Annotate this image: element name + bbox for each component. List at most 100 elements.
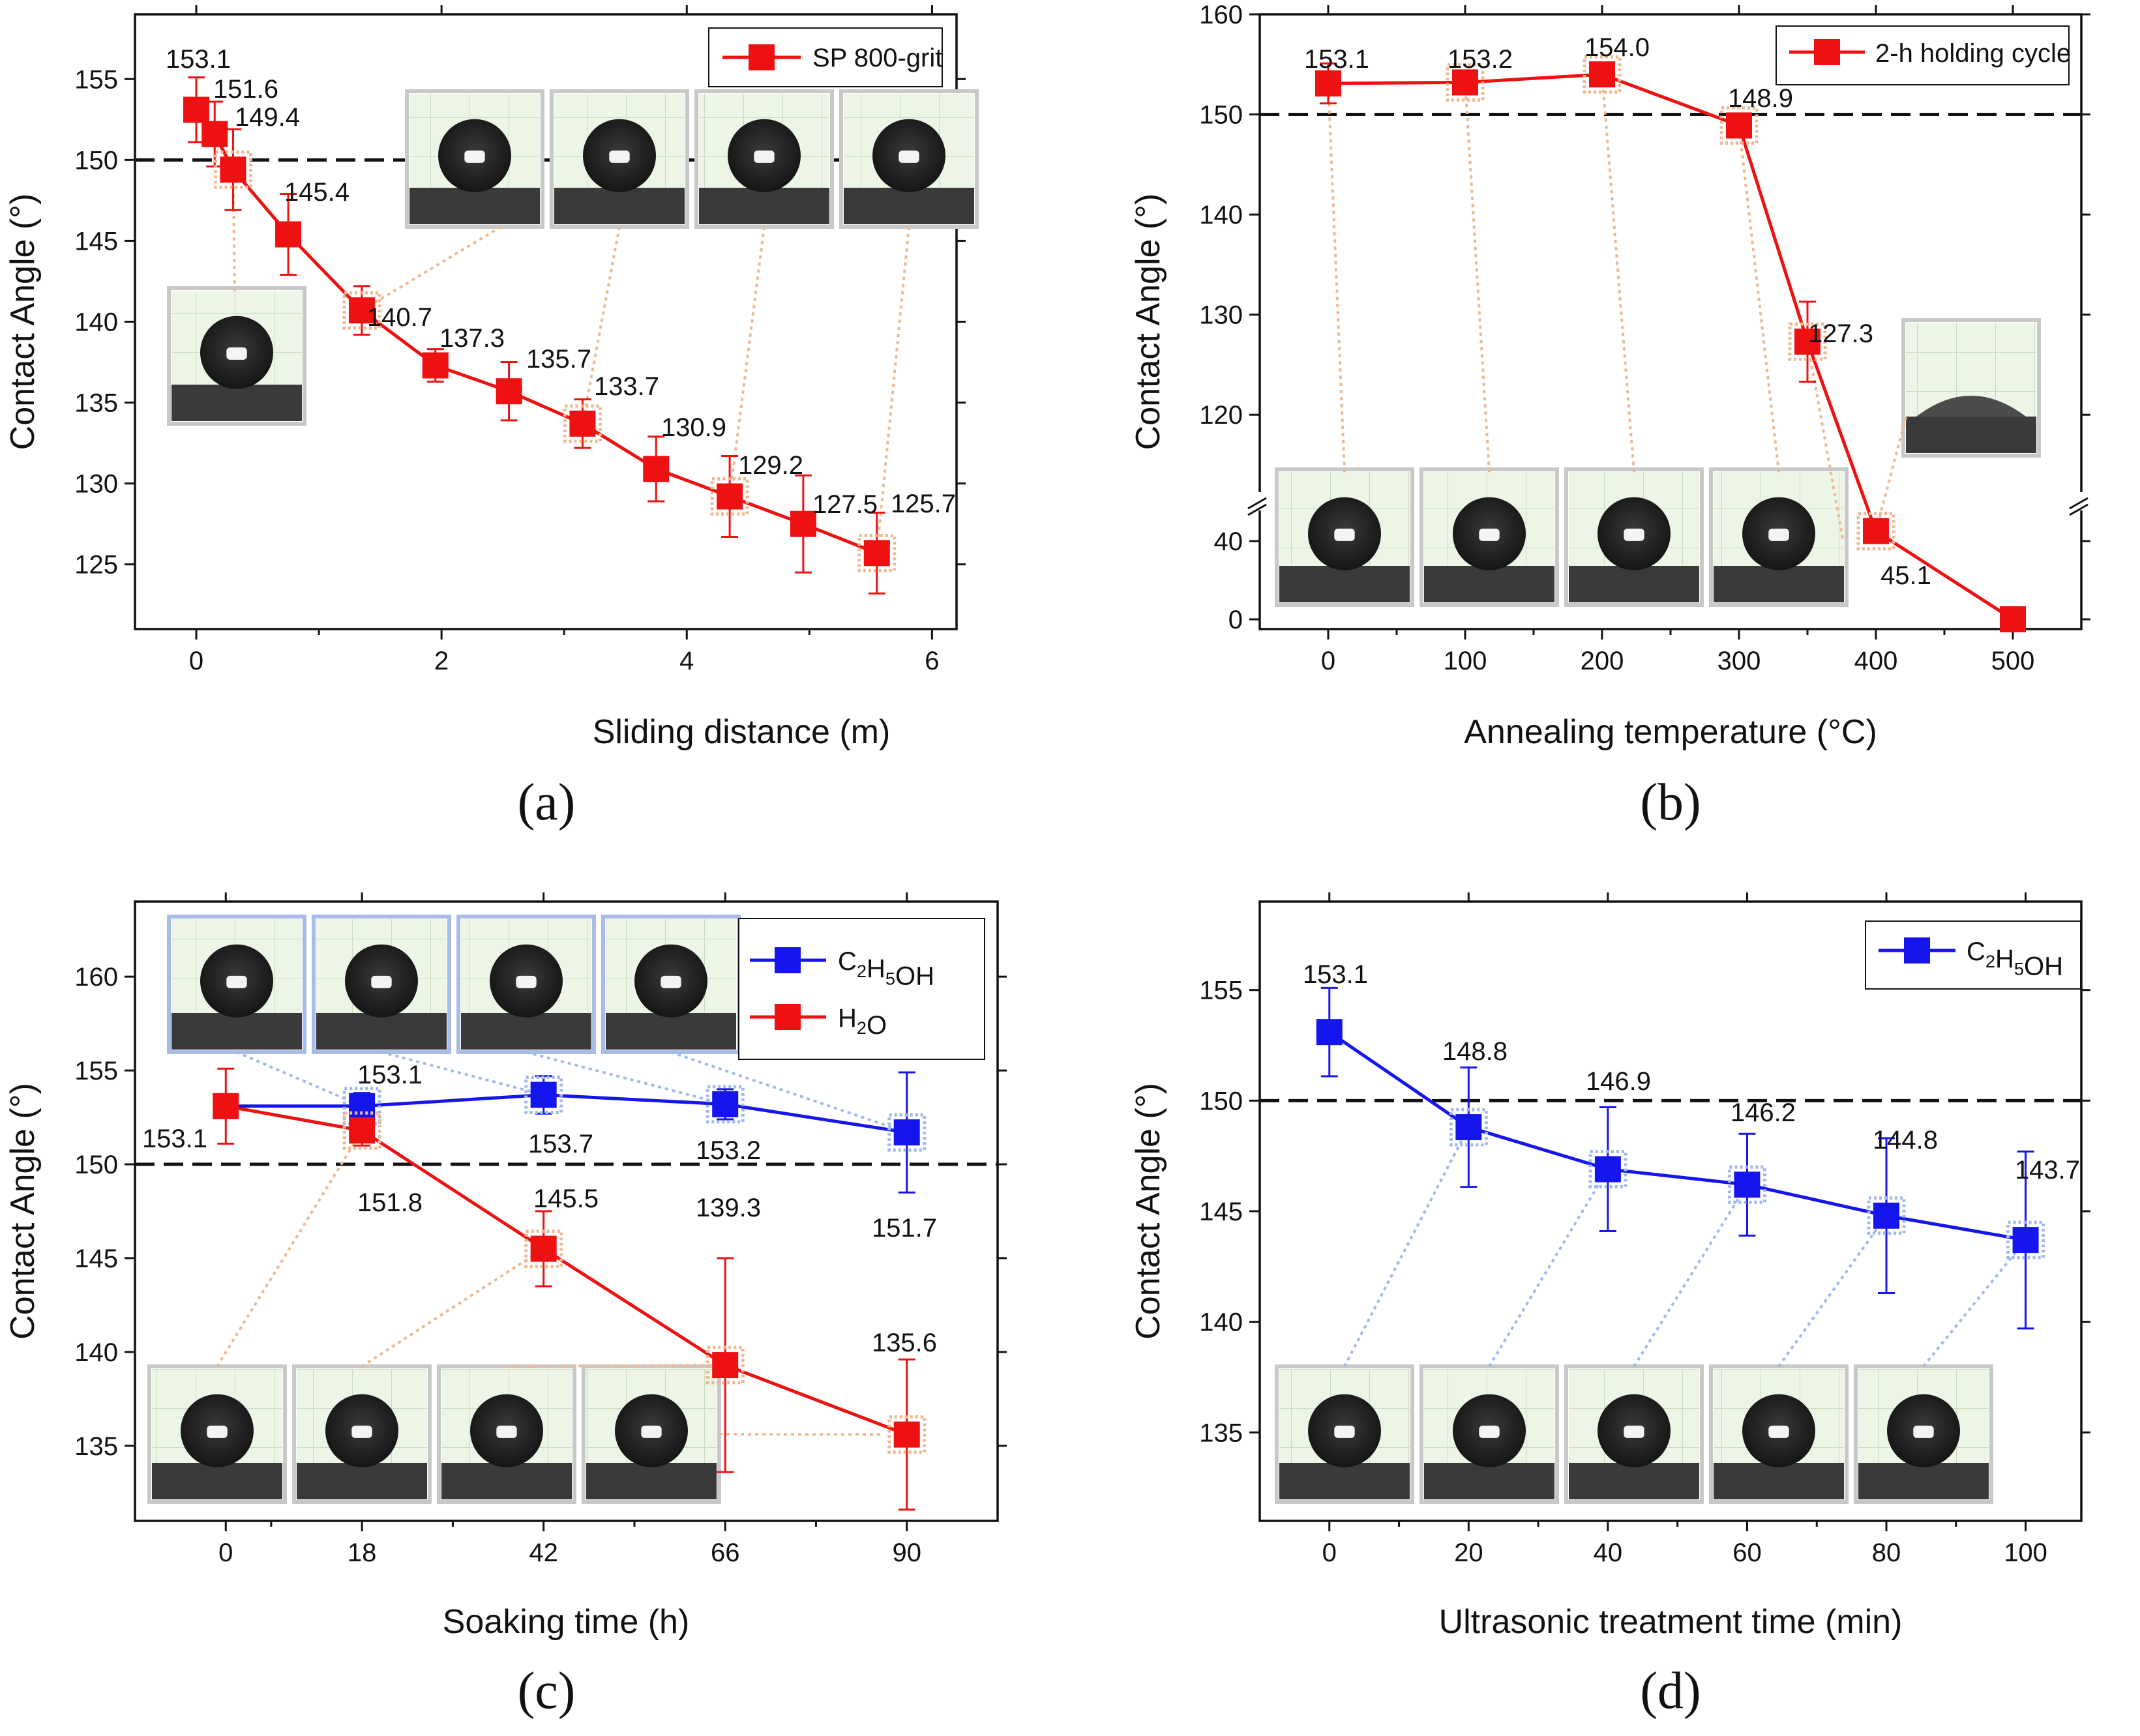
y-tick-label: 130: [1199, 301, 1243, 330]
data-label: 127.3: [1808, 319, 1873, 348]
droplet-photo: [167, 915, 306, 1054]
data-label: 153.1: [166, 45, 231, 74]
x-tick-label: 42: [529, 1538, 558, 1567]
photo-connector: [526, 1051, 726, 1106]
photo-connector: [1633, 1184, 1749, 1368]
data-point: [2006, 1220, 2045, 1259]
data-label: 153.1: [357, 1061, 423, 1089]
x-tick-label: 2: [434, 647, 449, 675]
data-label: 153.2: [1448, 45, 1513, 74]
data-point-c2h5oh: [887, 1113, 927, 1152]
data-point-h2o: [706, 1346, 745, 1385]
x-axis-label: Sliding distance (m): [593, 713, 891, 751]
legend-box: [1865, 920, 2081, 990]
droplet-photo: [839, 89, 979, 229]
data-point: [643, 456, 670, 482]
y-tick-label: 145: [74, 1244, 118, 1273]
data-point: [1588, 1150, 1627, 1189]
x-tick-label: 400: [1854, 647, 1898, 675]
series-line-c2h5oh: [226, 1093, 908, 1134]
legend-marker: [1904, 937, 1930, 964]
x-tick-label: 200: [1581, 647, 1624, 675]
data-point-c2h5oh: [706, 1085, 745, 1124]
data-label: 145.4: [284, 178, 349, 207]
data-label: 125.7: [891, 490, 956, 518]
data-label: 127.5: [812, 490, 878, 519]
droplet-photo: [550, 89, 689, 229]
droplet-photo: [292, 1364, 432, 1504]
data-label: 135.7: [526, 345, 591, 374]
data-label: 144.8: [1873, 1126, 1938, 1155]
droplet-photo: [1419, 467, 1559, 607]
y-tick-label: 145: [1199, 1198, 1243, 1226]
data-point: [213, 150, 252, 189]
series-line: [1328, 1031, 2027, 1242]
legend-marker: [1814, 39, 1840, 65]
y-tick-label: 155: [74, 1057, 118, 1085]
y-tick-label: 150: [1199, 101, 1243, 130]
data-label: 149.4: [235, 103, 300, 132]
data-point: [1867, 1196, 1906, 1235]
x-tick-label: 0: [1321, 647, 1335, 675]
data-label: 153.2: [696, 1136, 761, 1165]
y-tick-label: 135: [74, 1432, 118, 1461]
photo-connector: [719, 1433, 881, 1436]
data-point: [496, 378, 522, 405]
data-label: 133.7: [594, 372, 659, 401]
y-tick-label: 160: [1199, 1, 1243, 29]
x-tick-label: 100: [1444, 647, 1487, 675]
legend-label: SP 800-grit: [812, 44, 942, 72]
data-point-h2o: [524, 1229, 563, 1269]
y-tick-label: 155: [74, 65, 118, 94]
y-tick-label: 140: [1199, 201, 1243, 229]
y-tick-label: 155: [1199, 977, 1243, 1005]
photo-connector: [1922, 1239, 2027, 1368]
photo-connector: [1343, 1126, 1470, 1367]
droplet-photo: [147, 1364, 287, 1504]
panel-label: (c): [518, 1662, 576, 1720]
x-tick-label: 6: [925, 647, 939, 675]
photo-connector: [1777, 1214, 1888, 1368]
data-point: [201, 121, 228, 147]
droplet-photo: [456, 915, 596, 1054]
x-axis-label: Ultrasonic treatment time (min): [1439, 1603, 1903, 1641]
y-tick-label: 150: [74, 146, 118, 175]
y-tick-label: 135: [1199, 1419, 1243, 1447]
y-tick-label: 135: [74, 389, 118, 418]
photo-connector: [236, 1051, 363, 1108]
photo-connector: [1327, 83, 1346, 473]
photo-connector: [1601, 74, 1635, 473]
droplet-photo: [582, 1364, 721, 1504]
y-tick-label: 40: [1214, 527, 1243, 556]
data-point: [1788, 322, 1827, 361]
panel-c: 0 18 42 66 90 135 140 145 150 155 160 Soaking time …: [4, 892, 1007, 1720]
legend-label: 2-h holding cycle: [1875, 39, 2071, 68]
y-tick-label: 145: [74, 227, 118, 256]
data-point-h2o: [342, 1111, 381, 1150]
droplet-photo: [437, 1364, 576, 1504]
droplet-photo: [1854, 1364, 1993, 1504]
y-axis-label: Contact Angle (°): [4, 194, 42, 450]
x-tick-label: 300: [1717, 647, 1761, 675]
x-axis-label: Annealing temperature (°C): [1464, 713, 1877, 751]
photo-connector: [670, 1051, 908, 1134]
x-tick-label: 18: [348, 1538, 377, 1567]
y-tick-label: 125: [74, 551, 118, 580]
y-tick-label: 150: [74, 1151, 118, 1179]
data-label: 129.2: [738, 451, 803, 480]
data-label: 153.7: [528, 1130, 593, 1158]
legend-box: [738, 918, 985, 1060]
y-tick-label: 140: [74, 1338, 118, 1367]
x-tick-label: 0: [189, 647, 203, 675]
data-label: 153.1: [1303, 960, 1368, 989]
legend-label: C2H5OH: [838, 947, 934, 990]
x-tick-label: 500: [1991, 647, 2035, 675]
data-point: [563, 404, 602, 443]
legend-label: H2O: [838, 1004, 887, 1040]
data-label: 146.9: [1586, 1067, 1651, 1096]
axis-break-mark: [2069, 503, 2088, 516]
x-axis-label: Soaking time (h): [443, 1603, 690, 1641]
y-tick-label: 160: [74, 963, 118, 992]
x-tick-label: 0: [218, 1538, 233, 1567]
